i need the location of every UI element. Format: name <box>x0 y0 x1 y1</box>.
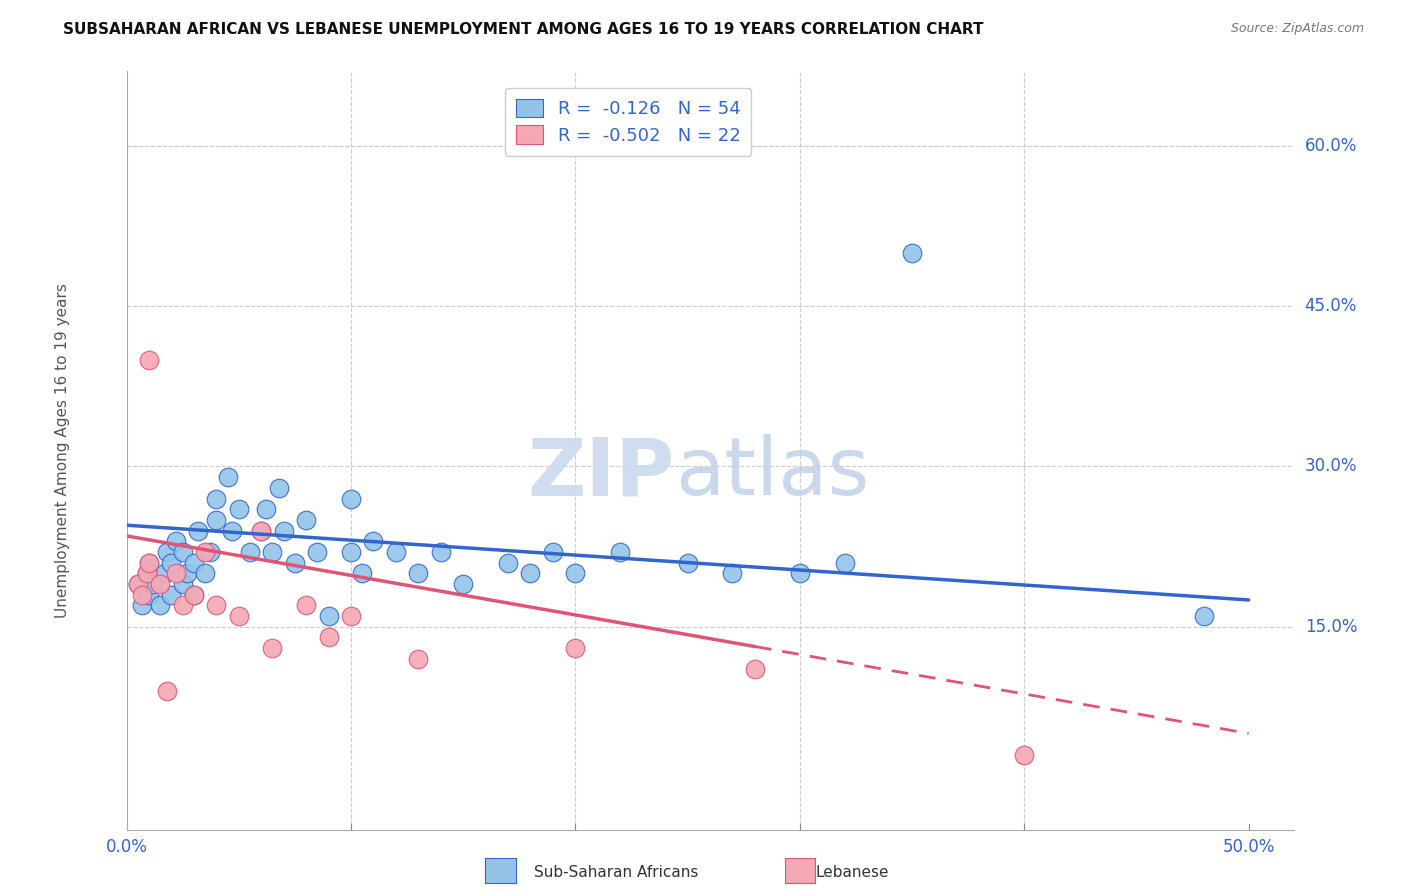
Point <box>609 545 631 559</box>
Point <box>183 588 205 602</box>
Point <box>284 556 307 570</box>
Point <box>340 609 363 624</box>
Point <box>451 577 474 591</box>
Point <box>172 599 194 613</box>
Point <box>160 588 183 602</box>
Point <box>149 577 172 591</box>
Point <box>429 545 451 559</box>
Point <box>1012 747 1035 762</box>
Point <box>156 683 179 698</box>
Point <box>318 631 340 645</box>
Point <box>564 566 586 581</box>
Text: 60.0%: 60.0% <box>1305 137 1357 155</box>
Text: 45.0%: 45.0% <box>1305 297 1357 315</box>
Point <box>254 502 277 516</box>
Point <box>318 609 340 624</box>
Point <box>194 566 217 581</box>
Text: SUBSAHARAN AFRICAN VS LEBANESE UNEMPLOYMENT AMONG AGES 16 TO 19 YEARS CORRELATIO: SUBSAHARAN AFRICAN VS LEBANESE UNEMPLOYM… <box>63 22 984 37</box>
Point <box>205 599 228 613</box>
Point <box>744 662 766 676</box>
Point <box>183 556 205 570</box>
Point <box>138 588 160 602</box>
Point <box>408 566 430 581</box>
Point <box>183 588 205 602</box>
Point <box>156 545 179 559</box>
Point <box>564 640 586 655</box>
Point <box>262 640 284 655</box>
Point <box>1192 609 1215 624</box>
Point <box>295 513 318 527</box>
Point <box>198 545 221 559</box>
Point <box>127 577 149 591</box>
Text: 50.0%: 50.0% <box>1222 838 1275 856</box>
Text: 0.0%: 0.0% <box>105 838 148 856</box>
Text: atlas: atlas <box>675 434 869 512</box>
Point <box>250 524 273 538</box>
Point <box>176 566 198 581</box>
Point <box>721 566 744 581</box>
Point <box>340 491 363 506</box>
Text: Lebanese: Lebanese <box>815 865 889 880</box>
Point <box>519 566 541 581</box>
Point <box>834 556 856 570</box>
Point <box>352 566 374 581</box>
Point <box>142 577 165 591</box>
Point <box>187 524 209 538</box>
Text: Unemployment Among Ages 16 to 19 years: Unemployment Among Ages 16 to 19 years <box>55 283 70 618</box>
Text: ZIP: ZIP <box>527 434 675 512</box>
Point <box>127 577 149 591</box>
Point <box>160 556 183 570</box>
Point <box>363 534 385 549</box>
Point <box>228 609 250 624</box>
Point <box>295 599 318 613</box>
Point <box>194 545 217 559</box>
Text: Sub-Saharan Africans: Sub-Saharan Africans <box>534 865 699 880</box>
Point <box>269 481 291 495</box>
Point <box>172 545 194 559</box>
Point <box>131 599 153 613</box>
Point <box>165 566 187 581</box>
Point <box>217 470 239 484</box>
Point <box>165 534 187 549</box>
Point <box>138 556 160 570</box>
Point <box>789 566 811 581</box>
Point <box>221 524 243 538</box>
Point <box>340 545 363 559</box>
Point <box>408 651 430 665</box>
Text: 15.0%: 15.0% <box>1305 617 1357 636</box>
Point <box>149 599 172 613</box>
Point <box>541 545 564 559</box>
Point <box>205 491 228 506</box>
Point <box>138 556 160 570</box>
Point <box>676 556 699 570</box>
Point <box>138 352 160 367</box>
Point <box>135 566 157 581</box>
Text: Source: ZipAtlas.com: Source: ZipAtlas.com <box>1230 22 1364 36</box>
Point <box>239 545 262 559</box>
Point <box>901 246 924 260</box>
Text: 30.0%: 30.0% <box>1305 458 1357 475</box>
Point <box>307 545 329 559</box>
Legend: R =  -0.126   N = 54, R =  -0.502   N = 22: R = -0.126 N = 54, R = -0.502 N = 22 <box>505 88 751 155</box>
Point <box>262 545 284 559</box>
Point <box>131 588 153 602</box>
Point <box>153 566 176 581</box>
Point <box>273 524 295 538</box>
Point <box>172 577 194 591</box>
Point <box>496 556 519 570</box>
Point <box>205 513 228 527</box>
Point <box>250 524 273 538</box>
Point <box>135 566 157 581</box>
Point <box>385 545 408 559</box>
Point <box>228 502 250 516</box>
